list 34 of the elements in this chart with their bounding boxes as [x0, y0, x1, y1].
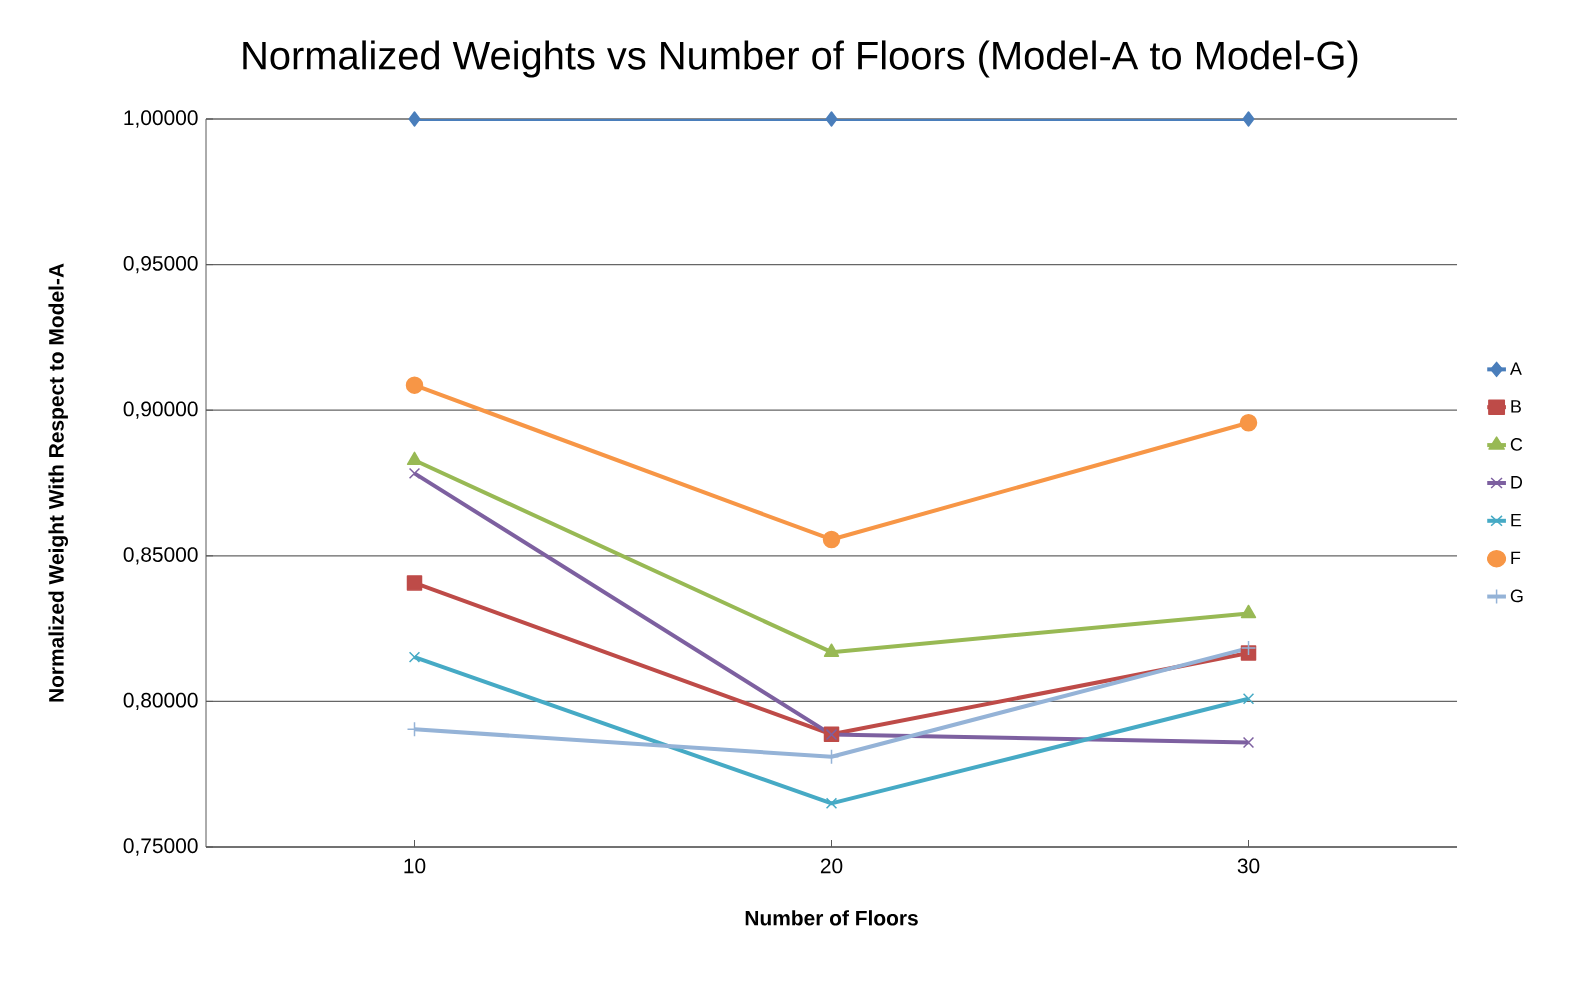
- point: [1242, 693, 1255, 705]
- point: [1240, 604, 1257, 619]
- point: [408, 467, 421, 480]
- legend-label: G: [1510, 589, 1523, 603]
- legend-label: C: [1510, 438, 1523, 451]
- y-axis-title: Normalized Weight With Respect to Model-A: [48, 263, 69, 702]
- x-tick-label: 20: [820, 858, 843, 874]
- point: [825, 797, 838, 810]
- y-tick-label: 0,80000: [123, 692, 198, 711]
- point: [408, 111, 421, 127]
- legend-label: A: [1509, 362, 1522, 375]
- y-tick-label: 1,00000: [124, 110, 198, 128]
- y-tick-label: 0,95000: [123, 255, 198, 274]
- x-axis-title: Number of Floors: [745, 910, 918, 926]
- point: [406, 451, 423, 466]
- point: [825, 111, 838, 127]
- point: [1240, 640, 1257, 656]
- point: [1239, 413, 1258, 432]
- point: [822, 530, 841, 549]
- legend-label: B: [1511, 400, 1521, 413]
- point: [405, 376, 424, 394]
- x-tick-label: 30: [1237, 858, 1260, 874]
- legend-label: E: [1511, 513, 1522, 527]
- point: [1242, 111, 1255, 127]
- point: [408, 651, 421, 663]
- legend-label: F: [1511, 551, 1521, 565]
- chart-title: Normalized Weights vs Number of Floors (Model-A to Model-G): [243, 40, 1358, 78]
- y-tick-label: 0,90000: [123, 401, 198, 419]
- point: [1242, 736, 1255, 749]
- y-tick-label: 0,75000: [123, 838, 198, 856]
- legend-label: D: [1511, 476, 1523, 489]
- x-tick-label: 10: [404, 858, 426, 874]
- y-tick-label: 0,85000: [123, 547, 198, 565]
- point: [406, 575, 423, 591]
